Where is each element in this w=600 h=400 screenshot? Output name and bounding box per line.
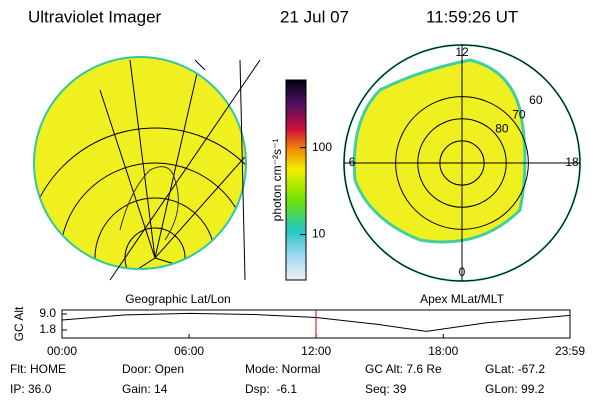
mlat-ring: [439, 140, 485, 186]
y-tick-label: 1.8: [39, 322, 56, 336]
footer-field: Door: Open: [122, 362, 184, 376]
mlat-label: 60: [529, 93, 543, 107]
x-tick-label: 06:00: [174, 344, 204, 358]
colorbar: [285, 79, 307, 281]
x-tick-label: 12:00: [301, 344, 331, 358]
date: 21 Jul 07: [280, 7, 349, 26]
time: 11:59:26 UT: [426, 7, 518, 26]
polar-outer: [343, 44, 581, 282]
geo-label: Geographic Lat/Lon: [125, 292, 230, 306]
colorbar-label: photon cm⁻²s⁻¹: [270, 139, 284, 222]
footer-field: GLat: -67.2: [485, 362, 545, 376]
title: Ultraviolet Imager: [28, 7, 162, 26]
mlat-ring: [395, 96, 529, 230]
footer-field: Flt: HOME: [10, 362, 66, 376]
mlat-ring: [417, 118, 507, 208]
polar-label: Apex MLat/MLT: [420, 292, 504, 306]
mlat-label: 80: [495, 122, 509, 136]
x-tick-label: 00:00: [47, 344, 77, 358]
footer-field: GC Alt: 7.6 Re: [365, 362, 442, 376]
colorbar-tick-label: 100: [312, 140, 332, 154]
x-tick-label: 23:59: [555, 344, 585, 358]
x-tick-label: 18:00: [428, 344, 458, 358]
mlat-label: 70: [512, 107, 526, 121]
footer-field: Dsp: -6.1: [245, 382, 297, 396]
mlt-label: 12: [455, 45, 469, 59]
colorbar-tick-label: 10: [312, 227, 326, 241]
mlt-label: 18: [565, 155, 579, 169]
altitude-label: GC Alt: [12, 306, 26, 341]
footer-field: GLon: 99.2: [485, 382, 545, 396]
y-tick-label: 9.0: [39, 306, 56, 320]
footer-field: Gain: 14: [122, 382, 168, 396]
footer-field: Mode: Normal: [245, 362, 320, 376]
footer-field: Seq: 39: [365, 382, 407, 396]
footer-field: IP: 36.0: [10, 382, 52, 396]
mlt-label: 6: [349, 155, 356, 169]
mlt-label: 0: [459, 265, 466, 279]
